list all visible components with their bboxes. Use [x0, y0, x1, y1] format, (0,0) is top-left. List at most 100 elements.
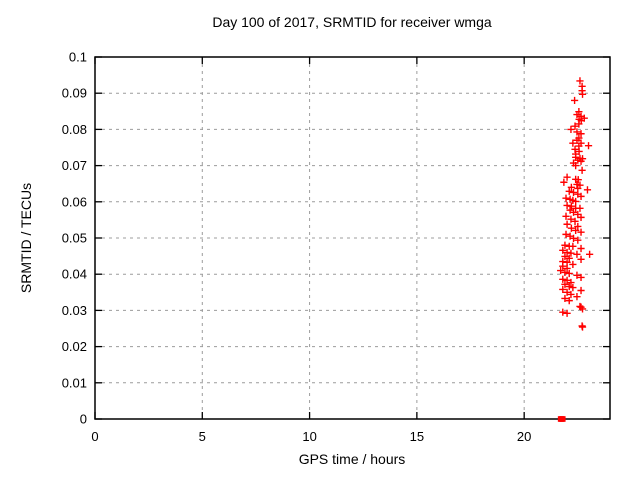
data-point-plus	[563, 264, 571, 273]
data-point-plus	[574, 176, 582, 184]
data-point-plus	[573, 250, 581, 258]
data-point-plus	[577, 273, 585, 282]
data-point-plus	[569, 139, 577, 147]
data-point-plus	[563, 220, 571, 228]
data-point-plus	[577, 130, 585, 138]
data-point-plus	[563, 276, 571, 284]
y-tick-label: 0.1	[69, 50, 87, 65]
data-point-plus	[569, 260, 577, 269]
data-point-plus	[573, 128, 581, 136]
y-tick-label: 0.05	[62, 231, 87, 246]
data-point-plus	[583, 186, 592, 194]
data-point-plus	[577, 255, 585, 263]
data-point-plus	[569, 208, 578, 216]
data-point-plus	[563, 248, 571, 257]
data-point-plus	[567, 215, 575, 223]
data-point-plus	[561, 252, 569, 261]
data-point-plus	[576, 77, 584, 85]
data-point-plus	[567, 183, 575, 191]
data-point-plus	[569, 283, 577, 292]
data-point-plus	[563, 173, 571, 181]
data-point-plus	[574, 222, 582, 231]
x-tick-label: 20	[517, 429, 531, 444]
y-tick-label: 0.06	[62, 194, 87, 209]
data-point-plus	[572, 197, 580, 206]
data-point-plus	[563, 309, 571, 317]
x-tick-label: 0	[91, 429, 98, 444]
y-tick-label: 0.02	[62, 339, 87, 354]
x-tick-label: 15	[410, 429, 424, 444]
data-point-plus	[565, 254, 573, 262]
data-point-plus	[571, 122, 579, 130]
data-point-plus	[561, 294, 569, 303]
data-point-plus	[577, 228, 585, 236]
grid-layer	[95, 57, 610, 419]
data-point-plus	[567, 125, 575, 133]
data-point-plus	[586, 250, 594, 258]
data-point-plus	[569, 234, 578, 242]
data-point-plus	[559, 285, 567, 294]
data-point-plus	[573, 293, 581, 301]
data-point-plus	[573, 271, 581, 279]
data-point-plus	[559, 262, 567, 270]
data-point-plus	[574, 236, 582, 244]
data-point-plus	[571, 217, 579, 225]
data-points-layer	[557, 77, 594, 422]
data-point-plus	[565, 282, 573, 291]
y-tick-label: 0	[80, 412, 87, 427]
data-point-plus	[563, 288, 571, 296]
data-point-plus	[574, 156, 582, 164]
data-point-plus	[573, 110, 581, 119]
tick-marks-layer	[94, 56, 610, 420]
data-point-plus	[557, 266, 565, 275]
data-point-plus	[562, 194, 570, 202]
data-point-plus	[584, 142, 593, 150]
data-point-plus	[570, 96, 579, 105]
data-point-square	[559, 416, 566, 422]
data-point-plus	[569, 242, 577, 250]
data-point-plus	[560, 178, 568, 186]
data-point-plus	[567, 278, 575, 287]
data-point-plus	[561, 268, 569, 276]
data-point-plus	[567, 290, 575, 299]
data-point-plus	[572, 226, 580, 234]
data-point-plus	[578, 90, 587, 98]
data-point-plus	[561, 241, 569, 249]
data-point-plus	[572, 162, 580, 170]
data-point-plus	[575, 120, 583, 128]
data-point-plus	[569, 188, 578, 196]
y-tick-label: 0.08	[62, 122, 87, 137]
x-tick-label: 10	[302, 429, 316, 444]
data-point-plus	[567, 249, 575, 257]
y-axis-label: SRMTID / TECUs	[18, 183, 34, 293]
data-point-plus	[577, 286, 585, 295]
data-point-plus	[577, 192, 585, 200]
chart-title: Day 100 of 2017, SRMTID for receiver wmg…	[212, 14, 492, 30]
data-point-plus	[578, 166, 586, 174]
data-point-plus	[577, 157, 585, 165]
data-point-plus	[576, 204, 584, 212]
x-tick-label: 5	[199, 429, 206, 444]
data-point-plus	[565, 297, 573, 305]
data-point-plus	[559, 246, 567, 254]
data-point-plus	[578, 305, 587, 313]
data-point-plus	[562, 230, 570, 238]
data-point-plus	[577, 213, 585, 221]
data-point-plus	[559, 275, 567, 283]
y-tick-label: 0.09	[62, 86, 87, 101]
data-point-plus	[577, 244, 585, 253]
y-tick-label: 0.03	[62, 303, 87, 318]
data-point-plus	[562, 212, 570, 220]
data-point-plus	[577, 303, 585, 311]
y-tick-label: 0.07	[62, 158, 87, 173]
y-tick-label: 0.01	[62, 375, 87, 390]
data-point-plus	[565, 269, 573, 278]
data-point-plus	[563, 201, 571, 210]
x-axis-label: GPS time / hours	[299, 451, 406, 467]
data-point-plus	[578, 323, 587, 331]
data-point-plus	[559, 308, 567, 316]
data-point-plus	[563, 258, 571, 266]
tick-labels-layer: 0 5 10 15 20 0 0.01 0.02 0.03 0.04 0.05 0.06 0.07 0.0…	[62, 50, 532, 445]
